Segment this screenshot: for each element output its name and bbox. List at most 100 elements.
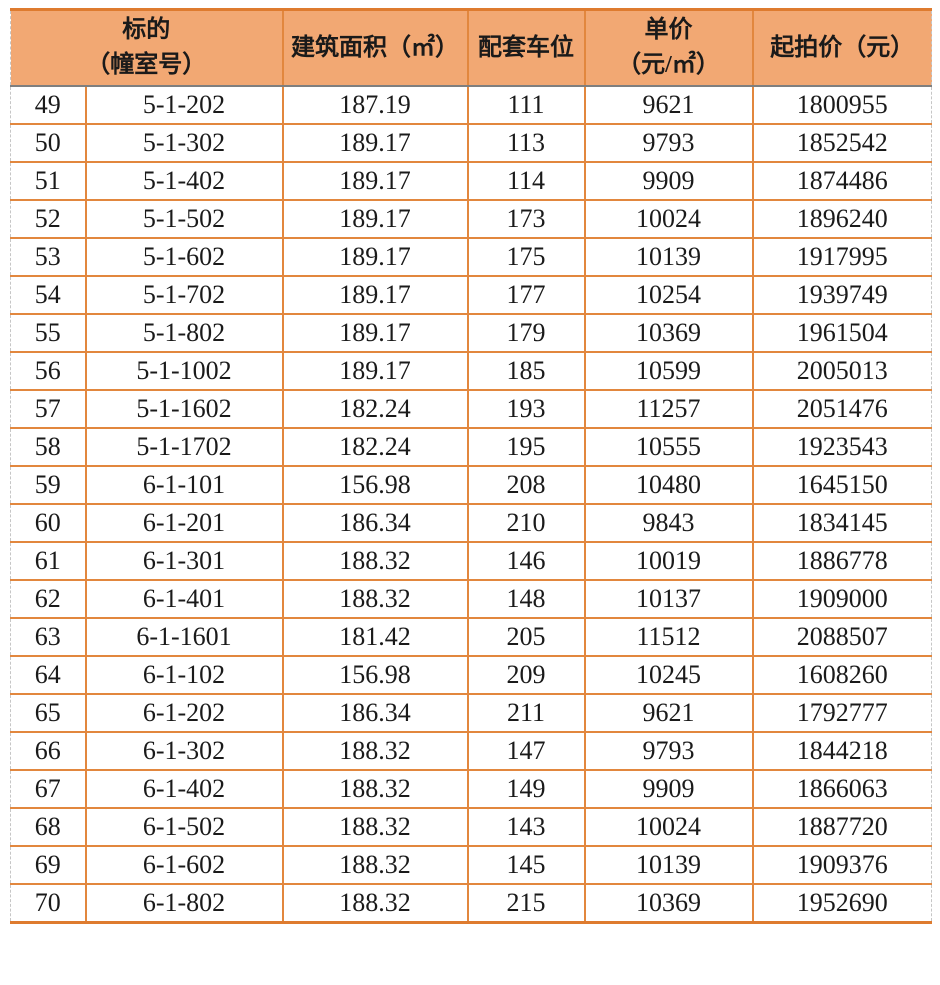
cell-no: 65 <box>10 693 86 732</box>
cell-no: 63 <box>10 617 86 656</box>
table-row: 59 6-1-101 156.98 208 10480 1645150 <box>10 465 932 504</box>
cell-room: 6-1-401 <box>84 579 283 618</box>
cell-start_price: 1792777 <box>751 693 932 732</box>
cell-start_price: 1608260 <box>751 655 932 694</box>
header-start-price: 起拍价（元） <box>751 8 932 87</box>
cell-room: 6-1-101 <box>84 465 283 504</box>
cell-parking: 177 <box>466 275 585 314</box>
cell-start_price: 1844218 <box>751 731 932 770</box>
table-row: 61 6-1-301 188.32 146 10019 1886778 <box>10 541 932 580</box>
cell-room: 6-1-302 <box>84 731 283 770</box>
cell-parking: 145 <box>466 845 585 884</box>
cell-area: 189.17 <box>281 275 468 314</box>
cell-parking: 111 <box>466 86 585 124</box>
cell-parking: 175 <box>466 237 585 276</box>
cell-unit_price: 10480 <box>583 465 753 504</box>
cell-room: 5-1-302 <box>84 123 283 162</box>
cell-no: 53 <box>10 237 86 276</box>
table-row: 51 5-1-402 189.17 114 9909 1874486 <box>10 161 932 200</box>
header-area: 建筑面积（㎡） <box>281 8 468 87</box>
cell-unit_price: 10599 <box>583 351 753 390</box>
cell-parking: 195 <box>466 427 585 466</box>
header-row: 标的 （幢室号） 建筑面积（㎡） 配套车位 单价 （元/㎡） 起拍价（元） <box>10 8 932 87</box>
cell-start_price: 1909000 <box>751 579 932 618</box>
cell-start_price: 1834145 <box>751 503 932 542</box>
cell-start_price: 1852542 <box>751 123 932 162</box>
cell-area: 156.98 <box>281 655 468 694</box>
cell-start_price: 1866063 <box>751 769 932 808</box>
table-header: 标的 （幢室号） 建筑面积（㎡） 配套车位 单价 （元/㎡） 起拍价（元） <box>10 8 932 87</box>
cell-parking: 149 <box>466 769 585 808</box>
cell-no: 64 <box>10 655 86 694</box>
cell-no: 68 <box>10 807 86 846</box>
cell-unit_price: 10245 <box>583 655 753 694</box>
table-row: 63 6-1-1601 181.42 205 11512 2088507 <box>10 617 932 656</box>
cell-unit_price: 9843 <box>583 503 753 542</box>
table-row: 69 6-1-602 188.32 145 10139 1909376 <box>10 845 932 884</box>
cell-no: 60 <box>10 503 86 542</box>
cell-parking: 147 <box>466 731 585 770</box>
cell-unit_price: 10555 <box>583 427 753 466</box>
cell-start_price: 2005013 <box>751 351 932 390</box>
cell-parking: 209 <box>466 655 585 694</box>
cell-room: 6-1-502 <box>84 807 283 846</box>
cell-room: 6-1-802 <box>84 883 283 924</box>
cell-area: 181.42 <box>281 617 468 656</box>
cell-room: 6-1-602 <box>84 845 283 884</box>
cell-no: 67 <box>10 769 86 808</box>
header-target-line1: 标的 <box>122 17 171 44</box>
cell-area: 188.32 <box>281 541 468 580</box>
auction-table-container: 标的 （幢室号） 建筑面积（㎡） 配套车位 单价 （元/㎡） 起拍价（元） 49… <box>10 8 932 924</box>
cell-start_price: 1800955 <box>751 86 932 124</box>
cell-parking: 185 <box>466 351 585 390</box>
header-target: 标的 （幢室号） <box>10 8 283 87</box>
cell-area: 186.34 <box>281 503 468 542</box>
table-row: 66 6-1-302 188.32 147 9793 1844218 <box>10 731 932 770</box>
cell-area: 189.17 <box>281 313 468 352</box>
cell-no: 56 <box>10 351 86 390</box>
cell-parking: 193 <box>466 389 585 428</box>
header-unit-price: 单价 （元/㎡） <box>583 8 753 87</box>
cell-start_price: 1909376 <box>751 845 932 884</box>
cell-area: 188.32 <box>281 579 468 618</box>
table-row: 57 5-1-1602 182.24 193 11257 2051476 <box>10 389 932 428</box>
cell-parking: 179 <box>466 313 585 352</box>
cell-no: 66 <box>10 731 86 770</box>
cell-start_price: 1886778 <box>751 541 932 580</box>
cell-start_price: 1874486 <box>751 161 932 200</box>
header-parking: 配套车位 <box>466 8 585 87</box>
cell-no: 70 <box>10 883 86 924</box>
table-body: 49 5-1-202 187.19 111 9621 1800955 50 5-1-302 18… <box>10 86 932 924</box>
cell-unit_price: 10369 <box>583 313 753 352</box>
cell-room: 6-1-202 <box>84 693 283 732</box>
cell-no: 54 <box>10 275 86 314</box>
cell-start_price: 1917995 <box>751 237 932 276</box>
cell-no: 59 <box>10 465 86 504</box>
cell-parking: 208 <box>466 465 585 504</box>
cell-area: 189.17 <box>281 237 468 276</box>
table-row: 60 6-1-201 186.34 210 9843 1834145 <box>10 503 932 542</box>
table-row: 68 6-1-502 188.32 143 10024 1887720 <box>10 807 932 846</box>
cell-start_price: 1939749 <box>751 275 932 314</box>
cell-unit_price: 9793 <box>583 731 753 770</box>
cell-area: 186.34 <box>281 693 468 732</box>
cell-no: 51 <box>10 161 86 200</box>
cell-start_price: 1952690 <box>751 883 932 924</box>
cell-no: 61 <box>10 541 86 580</box>
cell-room: 6-1-301 <box>84 541 283 580</box>
cell-parking: 148 <box>466 579 585 618</box>
cell-parking: 205 <box>466 617 585 656</box>
cell-area: 189.17 <box>281 161 468 200</box>
cell-no: 58 <box>10 427 86 466</box>
cell-room: 5-1-1002 <box>84 351 283 390</box>
header-unit-price-line2: （元/㎡） <box>617 52 720 78</box>
cell-parking: 113 <box>466 123 585 162</box>
cell-start_price: 1923543 <box>751 427 932 466</box>
auction-lot-table: 标的 （幢室号） 建筑面积（㎡） 配套车位 单价 （元/㎡） 起拍价（元） 49… <box>10 8 932 924</box>
cell-unit_price: 10369 <box>583 883 753 924</box>
cell-area: 187.19 <box>281 86 468 124</box>
cell-area: 182.24 <box>281 389 468 428</box>
cell-room: 6-1-402 <box>84 769 283 808</box>
cell-area: 188.32 <box>281 807 468 846</box>
